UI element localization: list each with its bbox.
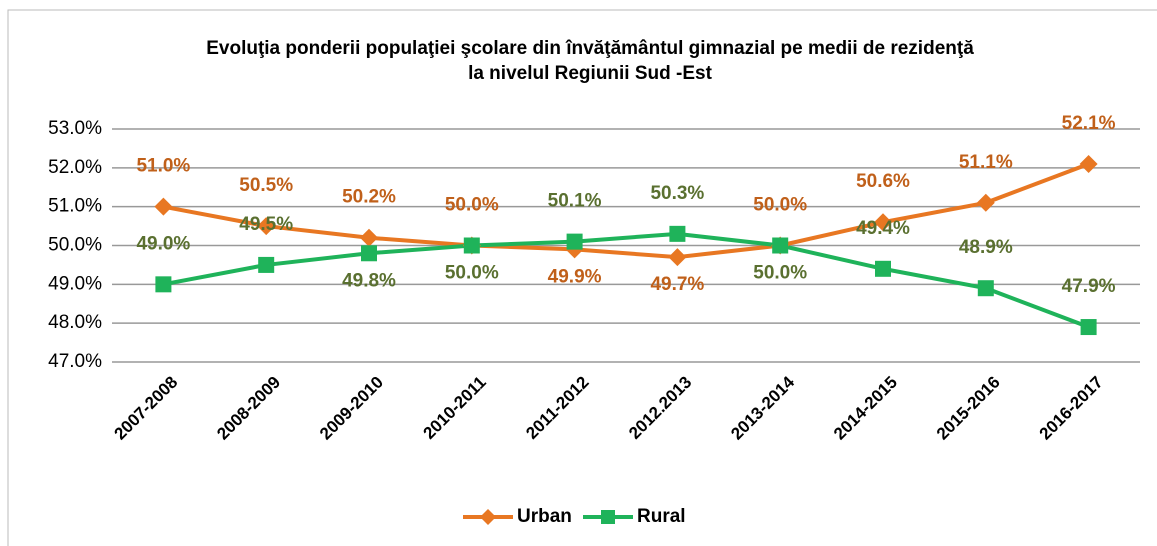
series-line	[163, 231, 1090, 329]
data-label: 50.0%	[753, 263, 807, 284]
x-tick-label: 2008-2009	[213, 373, 284, 444]
data-label: 52.1%	[1062, 113, 1116, 134]
data-label: 50.0%	[753, 195, 807, 216]
legend-label: Rural	[637, 506, 686, 527]
chart-title: la nivelul Regiunii Sud -Est	[468, 63, 713, 84]
x-tick-label: 2014-2015	[830, 373, 901, 444]
y-tick-label: 51.0%	[48, 196, 102, 217]
data-label: 49.7%	[650, 274, 704, 295]
point	[155, 276, 172, 293]
x-tick-label: 2007-2008	[110, 373, 181, 444]
data-label: 51.1%	[959, 152, 1013, 173]
data-label: 50.0%	[445, 263, 499, 284]
x-tick-label: 2015-2016	[933, 373, 1004, 444]
point	[772, 237, 789, 254]
data-label: 49.4%	[856, 218, 910, 239]
data-label: 50.0%	[445, 195, 499, 216]
x-tick-label: 2011-2012	[522, 373, 592, 443]
x-tick-label: 2010-2011	[420, 373, 490, 443]
x-tick-label: 2009-2010	[316, 373, 387, 444]
point	[668, 248, 687, 267]
frame	[7, 9, 1157, 546]
data-label: 50.2%	[342, 187, 396, 208]
data-label: 49.5%	[239, 214, 293, 235]
point	[566, 233, 583, 250]
legend-label: Urban	[517, 506, 572, 527]
point	[669, 225, 686, 242]
data-label: 49.9%	[548, 266, 602, 287]
point	[360, 228, 378, 247]
point	[1079, 154, 1098, 173]
y-tick-label: 47.0%	[48, 351, 102, 372]
point	[976, 193, 995, 212]
y-tick-label: 53.0%	[48, 118, 102, 139]
data-label: 50.3%	[650, 183, 704, 204]
chart-title: Evoluţia ponderii populaţiei şcolare din…	[206, 38, 974, 59]
point	[1080, 319, 1097, 336]
y-tick-label: 49.0%	[48, 273, 102, 294]
series-line	[163, 162, 1090, 260]
point	[874, 213, 892, 232]
point	[154, 197, 173, 216]
point	[875, 260, 891, 277]
data-label: 48.9%	[959, 237, 1013, 258]
point	[258, 256, 275, 273]
x-tick-label: 2013-2014	[727, 372, 798, 443]
point	[257, 217, 276, 236]
data-label: 50.1%	[548, 191, 602, 212]
x-tick-label: 2016-2017	[1036, 373, 1107, 444]
point	[361, 245, 377, 262]
data-label: 49.0%	[136, 233, 190, 254]
data-label: 51.0%	[136, 156, 190, 177]
y-tick-label: 48.0%	[48, 312, 102, 333]
point	[463, 237, 480, 254]
y-tick-label: 52.0%	[48, 157, 102, 178]
data-label: 47.9%	[1062, 276, 1116, 297]
point	[977, 280, 994, 297]
data-label: 50.5%	[239, 175, 293, 196]
data-label: 49.8%	[342, 270, 396, 291]
legend-marker	[480, 509, 496, 525]
x-tick-label: 2012.2013	[625, 373, 695, 443]
legend-marker	[601, 510, 615, 524]
y-tick-label: 50.0%	[48, 235, 102, 256]
data-label: 50.6%	[856, 171, 910, 192]
